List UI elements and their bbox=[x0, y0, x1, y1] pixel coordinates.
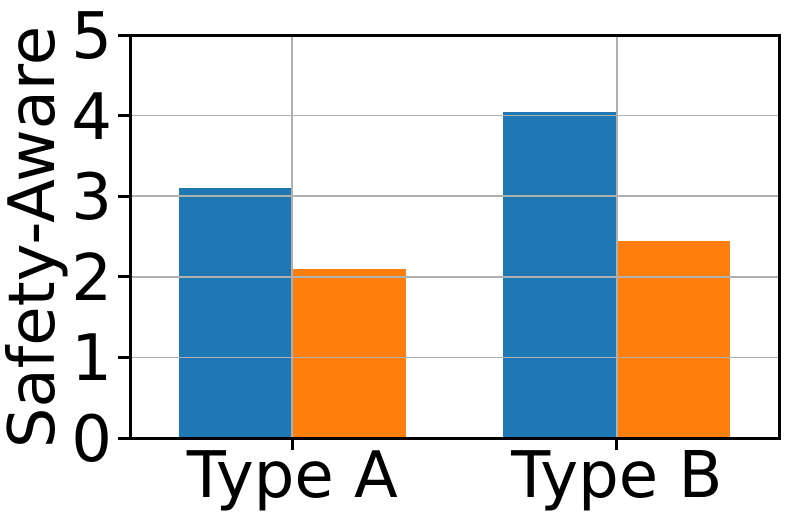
v-gridline bbox=[291, 35, 294, 438]
bar-type-a-series-2 bbox=[292, 268, 406, 438]
v-gridline bbox=[615, 35, 618, 438]
bar-type-a-series-1 bbox=[178, 188, 293, 438]
y-tick-mark bbox=[118, 275, 130, 279]
y-tick-mark bbox=[118, 194, 130, 198]
x-tick-mark bbox=[290, 438, 294, 450]
y-tick-mark bbox=[118, 33, 130, 37]
y-tick-label: 2 bbox=[71, 241, 112, 316]
h-gridline bbox=[130, 356, 779, 359]
plot-area bbox=[128, 33, 781, 440]
h-gridline bbox=[130, 114, 779, 117]
y-tick-label: 3 bbox=[71, 161, 112, 236]
bar-type-b-series-1 bbox=[503, 111, 617, 438]
y-tick-mark bbox=[118, 114, 130, 118]
y-tick-label: 5 bbox=[71, 0, 112, 74]
y-tick-mark bbox=[118, 355, 130, 359]
x-tick-label: Type B bbox=[511, 439, 723, 513]
y-tick-mark bbox=[118, 436, 130, 440]
y-tick-label: 4 bbox=[71, 80, 112, 155]
h-gridline bbox=[130, 195, 779, 197]
y-tick-label: 1 bbox=[71, 322, 112, 397]
x-tick-mark bbox=[615, 438, 619, 450]
x-tick-label: Type A bbox=[186, 439, 398, 513]
bar-type-b-series-2 bbox=[616, 240, 731, 438]
h-gridline bbox=[130, 276, 779, 278]
y-tick-label: 0 bbox=[71, 403, 112, 477]
